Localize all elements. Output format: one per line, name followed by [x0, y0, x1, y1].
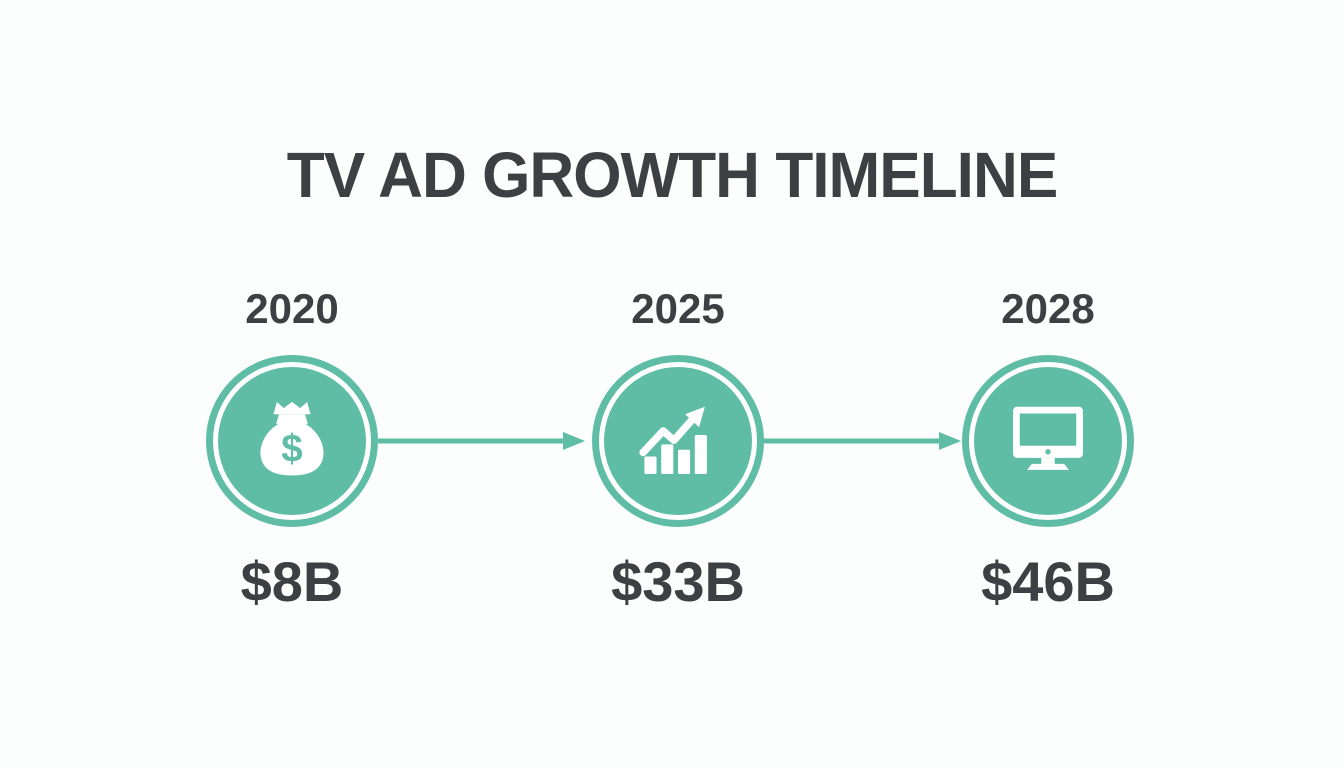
timeline-milestone-2025: 2025 $33B [538, 286, 818, 614]
milestone-circle [962, 355, 1134, 527]
milestone-value-label: $46B [981, 550, 1115, 613]
money-bag-icon: $ [248, 395, 336, 488]
milestone-year-label: 2020 [245, 285, 339, 332]
milestone-year-label: 2028 [1001, 285, 1095, 332]
milestone-circle: $ [206, 355, 378, 527]
milestone-circle [592, 355, 764, 527]
milestone-year-label: 2025 [631, 285, 725, 332]
svg-text:$: $ [281, 427, 302, 470]
timeline-milestone-2020: 2020 $ $8B [152, 286, 432, 614]
page-title: TV AD GROWTH TIMELINE [286, 139, 1058, 211]
milestone-value-label: $33B [611, 550, 745, 613]
milestone-value-label: $8B [240, 550, 344, 613]
arrow-right-connector [378, 428, 586, 454]
bar-chart-growth-icon [635, 396, 721, 487]
timeline-milestone-2028: 2028 $46B [908, 286, 1188, 614]
tv-monitor-icon [1005, 401, 1091, 482]
arrow-right-connector [760, 428, 962, 454]
